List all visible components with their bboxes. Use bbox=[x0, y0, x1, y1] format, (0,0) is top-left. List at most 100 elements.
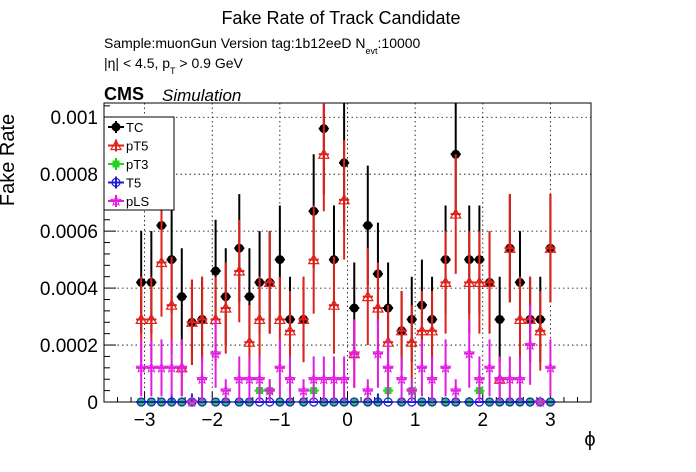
data-point bbox=[155, 256, 168, 268]
data-point bbox=[395, 372, 408, 385]
data-point bbox=[185, 316, 198, 327]
data-point bbox=[371, 301, 384, 313]
data-point bbox=[273, 313, 286, 325]
legend-marker bbox=[111, 122, 121, 132]
legend-label: TC bbox=[126, 120, 143, 135]
data-point bbox=[175, 361, 188, 373]
data-point bbox=[463, 276, 476, 287]
y-tick-label: 0.0004 bbox=[40, 279, 99, 300]
data-point bbox=[136, 397, 146, 407]
data-point bbox=[253, 313, 266, 325]
data-point bbox=[219, 384, 232, 396]
y-tick-label: 0 bbox=[87, 393, 98, 414]
data-point bbox=[426, 372, 439, 385]
data-point bbox=[244, 292, 254, 302]
data-point bbox=[145, 361, 158, 373]
x-tick-label: −1 bbox=[269, 410, 291, 431]
series-pLS bbox=[135, 305, 557, 408]
data-point bbox=[196, 313, 209, 325]
data-point bbox=[405, 335, 418, 347]
cms-label: CMS bbox=[104, 84, 144, 104]
data-point bbox=[545, 397, 556, 407]
data-point bbox=[503, 372, 516, 385]
data-point bbox=[283, 324, 297, 336]
data-point bbox=[449, 207, 462, 219]
data-point bbox=[209, 347, 222, 359]
data-point bbox=[503, 241, 516, 253]
legend-label: pT3 bbox=[126, 157, 148, 172]
data-point bbox=[135, 361, 148, 373]
cut-info: |η| < 4.5, pT > 0.9 GeV bbox=[104, 55, 244, 76]
y-tick-label: 0.0006 bbox=[40, 222, 98, 243]
data-point bbox=[233, 372, 246, 385]
data-point bbox=[426, 324, 439, 336]
sample-info: Sample:muonGun Version tag:1b12eeD Nevt:… bbox=[104, 35, 421, 56]
data-point bbox=[373, 397, 383, 407]
data-point bbox=[473, 372, 486, 385]
data-point bbox=[439, 276, 452, 287]
data-point bbox=[524, 338, 537, 351]
data-point bbox=[525, 397, 535, 407]
data-point bbox=[395, 324, 408, 336]
data-point bbox=[544, 361, 557, 373]
data-point bbox=[211, 266, 221, 276]
data-point bbox=[177, 397, 187, 407]
y-axis-label: Fake Rate bbox=[0, 114, 19, 206]
data-point bbox=[463, 347, 476, 359]
y-axis-ticks: 0 0.0002 0.0004 0.0006 0.0008 0.001 bbox=[40, 105, 116, 414]
data-point bbox=[253, 372, 266, 385]
data-point bbox=[156, 397, 167, 407]
data-point bbox=[219, 301, 232, 313]
data-point bbox=[167, 397, 177, 407]
y-tick-label: 0.0008 bbox=[40, 165, 98, 186]
data-point bbox=[464, 397, 474, 407]
legend-label: pLS bbox=[126, 194, 149, 209]
data-point bbox=[534, 395, 547, 408]
data-point bbox=[307, 372, 320, 385]
data-point bbox=[383, 397, 393, 407]
series-pT5 bbox=[135, 103, 557, 402]
data-point bbox=[348, 347, 361, 359]
data-point bbox=[263, 276, 276, 287]
data-point bbox=[155, 361, 168, 373]
data-point bbox=[263, 384, 276, 396]
data-point bbox=[243, 335, 256, 347]
data-point bbox=[405, 384, 418, 396]
legend-label: pT5 bbox=[126, 139, 148, 154]
data-point bbox=[361, 290, 374, 302]
data-point bbox=[439, 361, 452, 373]
legend-marker bbox=[111, 177, 121, 188]
data-point bbox=[327, 372, 340, 385]
x-tick-label: 2 bbox=[477, 410, 488, 431]
data-point bbox=[361, 384, 374, 396]
x-tick-label: −3 bbox=[134, 410, 156, 431]
legend-entry-pLS: pLS bbox=[108, 194, 149, 209]
data-point bbox=[544, 241, 557, 253]
x-tick-label: 0 bbox=[342, 410, 353, 431]
data-point bbox=[338, 372, 351, 385]
data-point bbox=[415, 324, 428, 336]
data-point bbox=[513, 313, 526, 325]
data-point bbox=[495, 314, 505, 324]
legend-entry-T5: T5 bbox=[108, 176, 141, 191]
x-tick-label: 3 bbox=[545, 410, 556, 431]
legend-label: T5 bbox=[126, 176, 141, 191]
data-point bbox=[135, 313, 148, 325]
data-point bbox=[275, 397, 285, 407]
series-TC bbox=[136, 103, 556, 371]
x-tick-label: 1 bbox=[410, 410, 421, 431]
data-point bbox=[317, 372, 330, 385]
legend-entry-pT5: pT5 bbox=[108, 139, 148, 154]
data-point bbox=[363, 220, 373, 230]
data-point bbox=[297, 313, 310, 325]
x-tick-label: −2 bbox=[201, 410, 223, 431]
data-point bbox=[483, 276, 496, 287]
x-axis-ticks: −3 −2 −1 0 1 2 3 bbox=[103, 392, 592, 431]
data-point bbox=[317, 148, 330, 159]
data-point bbox=[473, 276, 486, 287]
chart-title: Fake Rate of Track Candidate bbox=[221, 8, 460, 28]
legend: TC pT5 pT3 T5 pLS bbox=[103, 116, 175, 211]
legend-marker bbox=[110, 194, 122, 207]
data-point bbox=[513, 372, 526, 385]
